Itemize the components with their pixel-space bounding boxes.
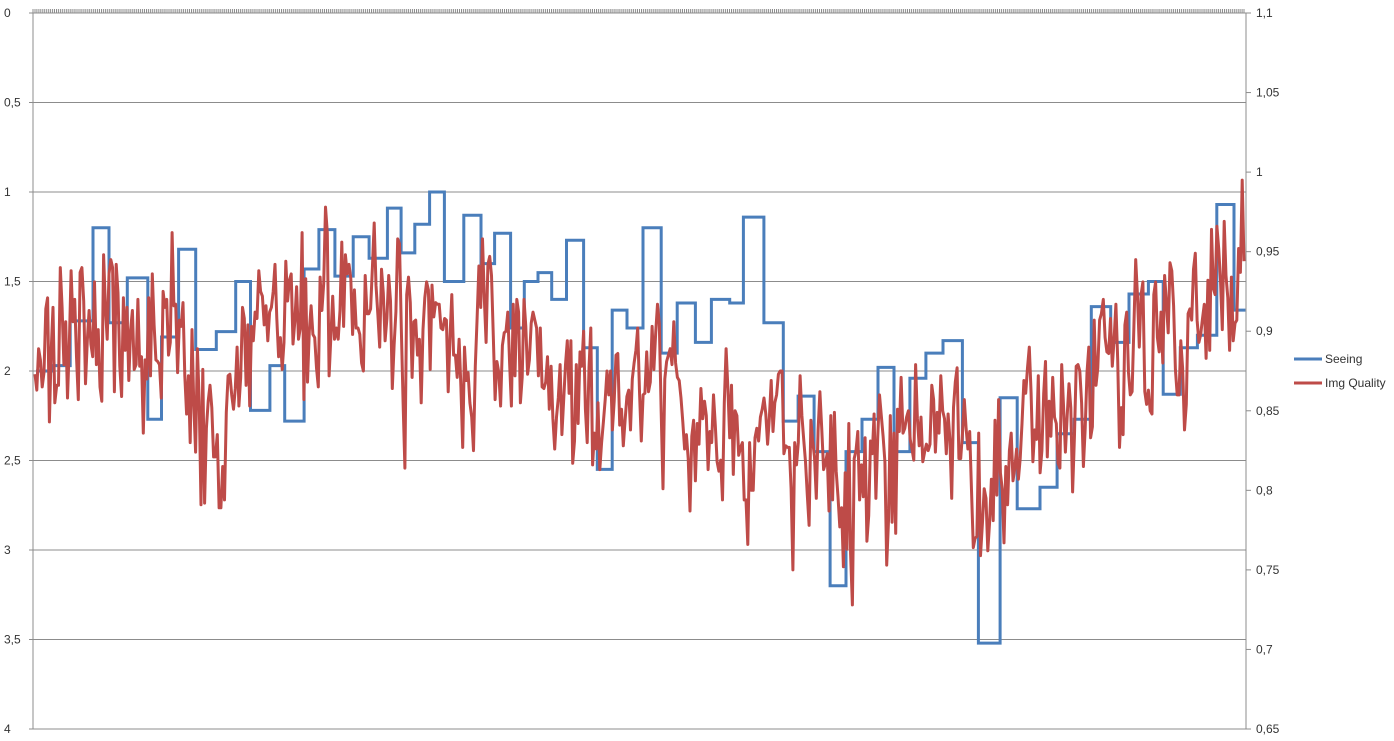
- left-tick-label: 1,5: [4, 275, 21, 289]
- right-y-axis: 1,1 1,05 1 0,95 0,9 0,85 0,8 0,75 0,7 0,65: [1246, 6, 1280, 736]
- legend-label: Img Quality: [1325, 376, 1386, 390]
- left-tick-label: 3: [4, 543, 11, 557]
- legend-label: Seeing: [1325, 352, 1362, 366]
- series-line-img-quality: [33, 178, 1246, 607]
- left-tick-label: 2: [4, 364, 11, 378]
- right-tick-label: 0,7: [1256, 642, 1273, 656]
- right-tick-label: 1: [1256, 165, 1263, 179]
- x-tick-marks: [32, 9, 1245, 13]
- series-layer: [33, 178, 1246, 645]
- left-tick-label: 0: [4, 6, 11, 20]
- x-axis: [32, 9, 1245, 13]
- left-tick-label: 2,5: [4, 454, 21, 468]
- right-tick-label: 0,9: [1256, 324, 1273, 338]
- right-tick-label: 1,05: [1256, 86, 1280, 100]
- left-y-axis: 0 0,5 1 1,5 2 2,5 3 3,5 4: [4, 6, 33, 736]
- left-tick-label: 1: [4, 185, 11, 199]
- right-tick-label: 0,8: [1256, 483, 1273, 497]
- right-tick-label: 0,75: [1256, 563, 1280, 577]
- right-tick-label: 0,65: [1256, 722, 1280, 736]
- left-tick-label: 4: [4, 722, 11, 736]
- legend: Seeing Img Quality: [1294, 352, 1386, 390]
- left-tick-label: 0,5: [4, 96, 21, 110]
- left-tick-label: 3,5: [4, 633, 21, 647]
- right-tick-label: 0,85: [1256, 404, 1280, 418]
- right-tick-label: 1,1: [1256, 6, 1273, 20]
- right-tick-label: 0,95: [1256, 245, 1280, 259]
